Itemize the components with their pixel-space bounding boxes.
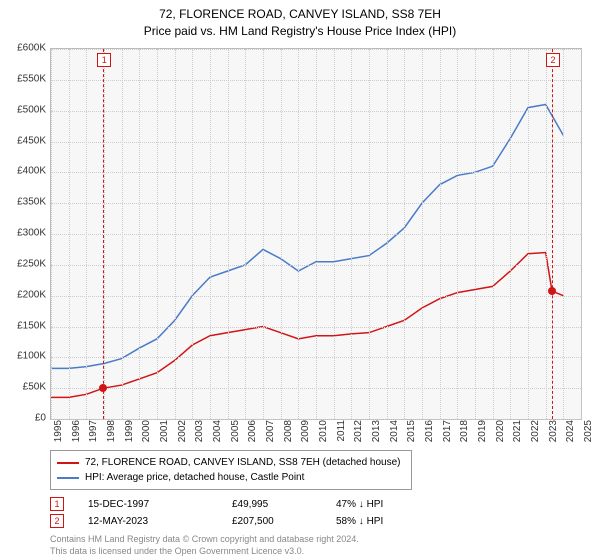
- annotation-price: £207,500: [232, 516, 312, 527]
- x-axis-label: 2005: [230, 420, 241, 450]
- x-axis-label: 2010: [318, 420, 329, 450]
- event-marker-box: 2: [546, 53, 560, 67]
- chart-container: 72, FLORENCE ROAD, CANVEY ISLAND, SS8 7E…: [0, 0, 600, 560]
- event-vline: [552, 49, 553, 419]
- annotation-rows: 1 15-DEC-1997 £49,995 47% ↓ HPI 2 12-MAY…: [50, 497, 580, 528]
- x-axis-label: 1996: [71, 420, 82, 450]
- series-line-hpi: [51, 105, 563, 369]
- y-axis-label: £250K: [4, 258, 46, 269]
- y-axis-label: £500K: [4, 104, 46, 115]
- series-line-property: [51, 253, 563, 398]
- y-axis-label: £550K: [4, 73, 46, 84]
- x-axis-label: 2015: [406, 420, 417, 450]
- x-axis-label: 2012: [353, 420, 364, 450]
- x-axis-label: 2013: [371, 420, 382, 450]
- y-axis-label: £150K: [4, 320, 46, 331]
- x-axis-label: 2018: [459, 420, 470, 450]
- legend-row-property: 72, FLORENCE ROAD, CANVEY ISLAND, SS8 7E…: [57, 455, 405, 470]
- legend-swatch-hpi: [57, 477, 79, 479]
- x-axis-label: 2022: [530, 420, 541, 450]
- annotation-marker: 1: [50, 497, 64, 511]
- legend-label-property: 72, FLORENCE ROAD, CANVEY ISLAND, SS8 7E…: [85, 455, 401, 470]
- annotation-date: 12-MAY-2023: [88, 516, 208, 527]
- chart-plot-area: 12: [50, 48, 582, 420]
- annotation-pct: 58% ↓ HPI: [336, 516, 446, 527]
- annotation-date: 15-DEC-1997: [88, 499, 208, 510]
- x-axis-label: 1998: [106, 420, 117, 450]
- y-axis-label: £50K: [4, 382, 46, 393]
- x-axis-label: 1999: [124, 420, 135, 450]
- x-axis-label: 2023: [548, 420, 559, 450]
- x-axis-label: 2004: [212, 420, 223, 450]
- legend-and-annotations: 72, FLORENCE ROAD, CANVEY ISLAND, SS8 7E…: [50, 450, 580, 557]
- legend-row-hpi: HPI: Average price, detached house, Cast…: [57, 470, 405, 485]
- annotation-row: 1 15-DEC-1997 £49,995 47% ↓ HPI: [50, 497, 580, 511]
- title-line1: 72, FLORENCE ROAD, CANVEY ISLAND, SS8 7E…: [0, 6, 600, 23]
- x-axis-label: 2001: [159, 420, 170, 450]
- x-axis-label: 2003: [194, 420, 205, 450]
- x-axis-label: 2006: [247, 420, 258, 450]
- footnote: Contains HM Land Registry data © Crown c…: [50, 534, 580, 557]
- y-axis-label: £450K: [4, 135, 46, 146]
- x-axis-label: 2021: [512, 420, 523, 450]
- legend-box: 72, FLORENCE ROAD, CANVEY ISLAND, SS8 7E…: [50, 450, 412, 490]
- event-point-marker: [548, 287, 556, 295]
- y-axis-label: £400K: [4, 166, 46, 177]
- x-axis-label: 2014: [389, 420, 400, 450]
- event-point-marker: [99, 384, 107, 392]
- x-axis-label: 1997: [88, 420, 99, 450]
- y-axis-label: £600K: [4, 43, 46, 54]
- annotation-row: 2 12-MAY-2023 £207,500 58% ↓ HPI: [50, 514, 580, 528]
- x-axis-label: 2019: [477, 420, 488, 450]
- footnote-line2: This data is licensed under the Open Gov…: [50, 546, 580, 558]
- x-axis-label: 2025: [583, 420, 594, 450]
- y-axis-label: £0: [4, 413, 46, 424]
- legend-swatch-property: [57, 462, 79, 464]
- x-axis-label: 2009: [300, 420, 311, 450]
- annotation-price: £49,995: [232, 499, 312, 510]
- x-axis-label: 2024: [565, 420, 576, 450]
- x-axis-label: 2002: [177, 420, 188, 450]
- annotation-marker: 2: [50, 514, 64, 528]
- y-axis-label: £350K: [4, 197, 46, 208]
- event-vline: [103, 49, 104, 419]
- legend-label-hpi: HPI: Average price, detached house, Cast…: [85, 470, 304, 485]
- x-axis-label: 2007: [265, 420, 276, 450]
- footnote-line1: Contains HM Land Registry data © Crown c…: [50, 534, 580, 546]
- annotation-pct: 47% ↓ HPI: [336, 499, 446, 510]
- y-axis-label: £200K: [4, 289, 46, 300]
- x-axis-label: 2000: [141, 420, 152, 450]
- x-axis-label: 2011: [336, 420, 347, 450]
- chart-title: 72, FLORENCE ROAD, CANVEY ISLAND, SS8 7E…: [0, 0, 600, 40]
- y-axis-label: £300K: [4, 228, 46, 239]
- title-line2: Price paid vs. HM Land Registry's House …: [0, 23, 600, 40]
- x-axis-label: 2017: [442, 420, 453, 450]
- x-axis-label: 1995: [53, 420, 64, 450]
- x-axis-label: 2016: [424, 420, 435, 450]
- event-marker-box: 1: [97, 53, 111, 67]
- x-axis-label: 2008: [283, 420, 294, 450]
- x-axis-label: 2020: [495, 420, 506, 450]
- y-axis-label: £100K: [4, 351, 46, 362]
